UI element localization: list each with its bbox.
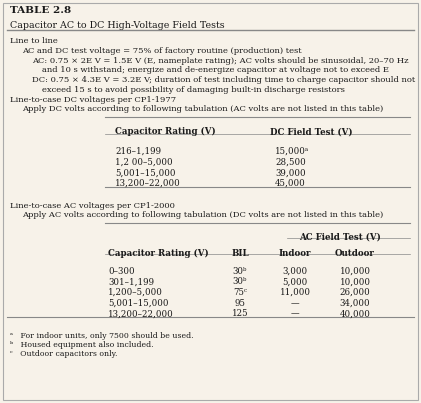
Text: 30ᵇ: 30ᵇ bbox=[233, 277, 247, 286]
Text: TABLE 2.8: TABLE 2.8 bbox=[10, 6, 71, 15]
Text: Apply AC volts according to following tabulation (DC volts are not listed in thi: Apply AC volts according to following ta… bbox=[22, 211, 383, 219]
Text: 1,2 00–5,000: 1,2 00–5,000 bbox=[115, 157, 173, 166]
Text: exceed 15 s to avoid possibility of damaging built-in discharge resistors: exceed 15 s to avoid possibility of dama… bbox=[42, 86, 345, 94]
Text: AC: 0.75 × 2E V = 1.5E V (E, nameplate rating); AC volts should be sinusoidal, 2: AC: 0.75 × 2E V = 1.5E V (E, nameplate r… bbox=[32, 56, 408, 64]
Text: DC: 0.75 × 4.3E V = 3.2E V; duration of test including time to charge capacitor : DC: 0.75 × 4.3E V = 3.2E V; duration of … bbox=[32, 76, 415, 84]
Text: 5,001–15,000: 5,001–15,000 bbox=[115, 168, 176, 177]
Text: 95: 95 bbox=[234, 299, 245, 308]
Text: ᵇ   Housed equipment also included.: ᵇ Housed equipment also included. bbox=[10, 341, 154, 349]
Text: 75ᶜ: 75ᶜ bbox=[233, 288, 247, 297]
Text: and 10 s withstand; energize and de-energize capacitor at voltage not to exceed : and 10 s withstand; energize and de-ener… bbox=[42, 66, 389, 74]
Text: 13,200–22,000: 13,200–22,000 bbox=[108, 310, 174, 318]
Text: Line to line: Line to line bbox=[10, 37, 58, 45]
Text: 301–1,199: 301–1,199 bbox=[108, 277, 154, 286]
Text: 5,001–15,000: 5,001–15,000 bbox=[108, 299, 168, 308]
Text: Indoor: Indoor bbox=[279, 249, 311, 258]
Text: 30ᵇ: 30ᵇ bbox=[233, 267, 247, 276]
Text: 0–300: 0–300 bbox=[108, 267, 135, 276]
Text: —: — bbox=[290, 299, 299, 308]
Text: 28,500: 28,500 bbox=[275, 157, 306, 166]
Text: Capacitor Rating (V): Capacitor Rating (V) bbox=[108, 249, 209, 258]
Text: ᶜ   Outdoor capacitors only.: ᶜ Outdoor capacitors only. bbox=[10, 350, 117, 358]
Text: 10,000: 10,000 bbox=[339, 277, 370, 286]
Text: 34,000: 34,000 bbox=[340, 299, 370, 308]
Text: 5,000: 5,000 bbox=[282, 277, 308, 286]
Text: 216–1,199: 216–1,199 bbox=[115, 146, 161, 155]
Text: 40,000: 40,000 bbox=[340, 310, 370, 318]
Text: 11,000: 11,000 bbox=[280, 288, 311, 297]
Text: 15,000ᵃ: 15,000ᵃ bbox=[275, 146, 309, 155]
Text: Apply DC volts according to following tabulation (AC volts are not listed in thi: Apply DC volts according to following ta… bbox=[22, 106, 383, 113]
Text: 125: 125 bbox=[232, 310, 248, 318]
Text: 10,000: 10,000 bbox=[339, 267, 370, 276]
Text: BIL: BIL bbox=[231, 249, 249, 258]
Text: Capacitor AC to DC High-Voltage Field Tests: Capacitor AC to DC High-Voltage Field Te… bbox=[10, 21, 225, 30]
Text: 39,000: 39,000 bbox=[275, 168, 306, 177]
Text: DC Field Test (V): DC Field Test (V) bbox=[270, 127, 353, 136]
Text: 1,200–5,000: 1,200–5,000 bbox=[108, 288, 163, 297]
Text: 3,000: 3,000 bbox=[282, 267, 308, 276]
Text: ᵃ   For indoor units, only 7500 should be used.: ᵃ For indoor units, only 7500 should be … bbox=[10, 332, 194, 340]
Text: 45,000: 45,000 bbox=[275, 179, 306, 188]
Text: Line-to-case DC voltages per CP1-1977: Line-to-case DC voltages per CP1-1977 bbox=[10, 96, 176, 104]
Text: 13,200–22,000: 13,200–22,000 bbox=[115, 179, 181, 188]
Text: 26,000: 26,000 bbox=[340, 288, 370, 297]
Text: Line-to-case AC voltages per CP1-2000: Line-to-case AC voltages per CP1-2000 bbox=[10, 202, 175, 210]
Text: AC Field Test (V): AC Field Test (V) bbox=[299, 233, 381, 242]
Text: Capacitor Rating (V): Capacitor Rating (V) bbox=[115, 127, 216, 137]
Text: —: — bbox=[290, 310, 299, 318]
Text: AC and DC test voltage = 75% of factory routine (production) test: AC and DC test voltage = 75% of factory … bbox=[22, 47, 301, 55]
Text: Outdoor: Outdoor bbox=[335, 249, 375, 258]
